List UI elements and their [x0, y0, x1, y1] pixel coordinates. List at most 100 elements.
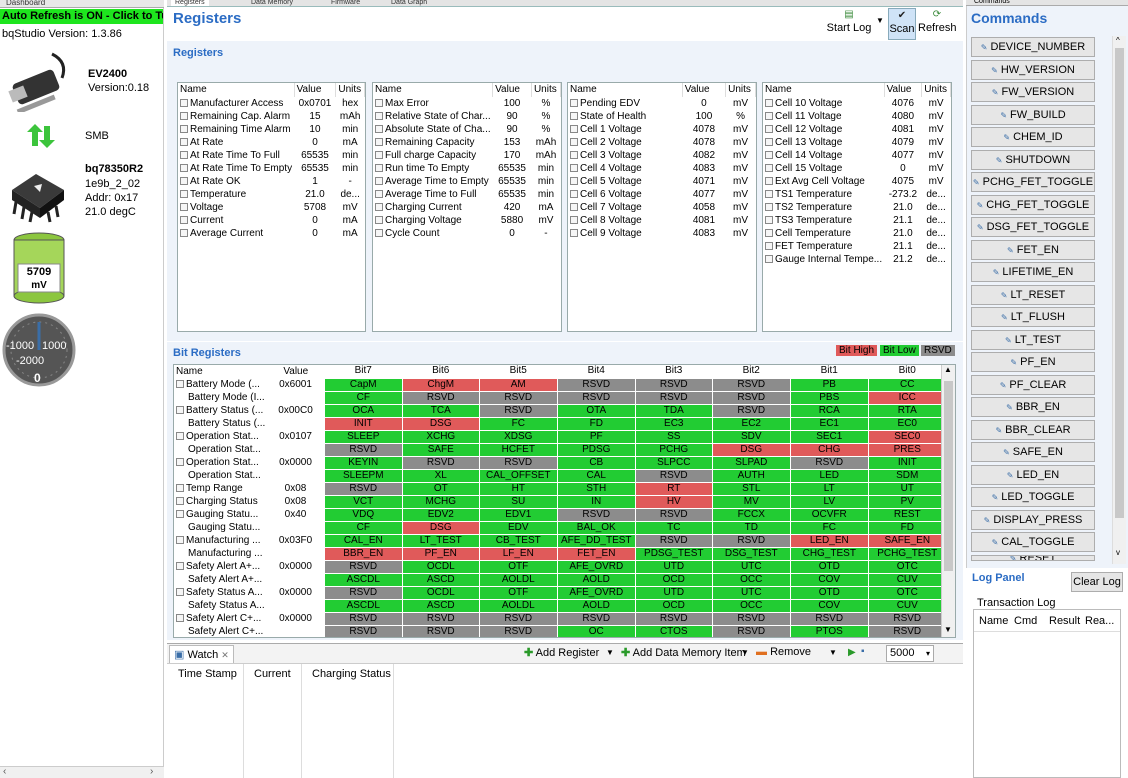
bit-cell[interactable]: XCHG [401, 429, 480, 444]
command-button-device-number[interactable]: ✎ DEVICE_NUMBER [971, 37, 1095, 57]
expand-box-icon[interactable] [176, 379, 184, 388]
bit-cell[interactable]: HV [634, 494, 713, 509]
register-row[interactable]: Cell Temperature 21.0 de... [763, 227, 951, 240]
bit-register-row[interactable]: Temp Range 0x08 RSVD OT HT STH RT STL LT UT [174, 481, 947, 496]
bit-register-row[interactable]: Gauging Statu... CF DSG EDV BAL_OK TC TD FC FD [174, 520, 947, 535]
bit-cell[interactable]: OTA [556, 403, 636, 418]
bit-cell[interactable]: LT [789, 481, 869, 496]
bit-cell[interactable]: OTC [867, 585, 947, 600]
bit-cell[interactable]: OCD [634, 572, 713, 587]
bit-cell[interactable]: DSG_TEST [711, 546, 791, 561]
watch-tab[interactable]: ▣ Watch ✕ [169, 645, 234, 663]
bit-cell[interactable]: OT [401, 481, 480, 496]
bit-cell[interactable]: SLPCC [634, 455, 713, 470]
bit-column-header[interactable]: Bit4 [557, 365, 636, 378]
register-row[interactable]: Cell 12 Voltage 4081 mV [763, 123, 951, 136]
bit-cell[interactable]: LED [789, 468, 869, 483]
command-button-display-press[interactable]: ✎ DISPLAY_PRESS [971, 509, 1095, 530]
expand-box-icon[interactable] [765, 190, 773, 198]
bit-cell[interactable]: INIT [867, 455, 947, 470]
column-header-name[interactable]: Name [763, 83, 885, 97]
bit-cell[interactable]: OTD [789, 559, 869, 574]
bit-cell[interactable]: UTD [634, 559, 713, 574]
expand-box-icon[interactable] [570, 164, 578, 172]
register-row[interactable]: Run time To Empty 65535 min [373, 162, 561, 175]
bit-cell[interactable]: KEYIN [323, 455, 403, 470]
bit-cell[interactable]: ASCD [401, 572, 480, 587]
expand-box-icon[interactable] [765, 99, 773, 107]
expand-box-icon[interactable] [180, 125, 188, 133]
expand-box-icon[interactable] [176, 613, 184, 622]
bit-cell[interactable]: PF [556, 429, 636, 444]
log-col-cmd[interactable]: Cmd [1014, 615, 1038, 627]
bit-register-row[interactable]: Battery Status (... INIT DSG FC FD EC3 EC2 EC1 E… [174, 416, 947, 431]
bit-cell[interactable]: RSVD [323, 624, 403, 637]
expand-box-icon[interactable] [765, 125, 773, 133]
register-row[interactable]: At Rate Time To Full 65535 min [178, 149, 365, 162]
bit-register-row[interactable]: Charging Status 0x08 VCT MCHG SU IN HV MV LV PV [174, 494, 947, 509]
bit-cell[interactable]: FD [867, 520, 947, 535]
bit-cell[interactable]: FC [789, 520, 869, 535]
bit-cell[interactable]: VDQ [323, 507, 403, 522]
expand-box-icon[interactable] [180, 229, 188, 237]
bit-cell[interactable]: VCT [323, 494, 403, 509]
bit-cell[interactable]: UTC [711, 585, 791, 600]
add-register-dropdown-icon[interactable]: ▼ [606, 648, 614, 657]
column-header-name[interactable]: Name [373, 83, 494, 97]
bit-cell[interactable]: SAFE_EN [867, 533, 947, 548]
refresh-button[interactable]: ⟳ Refresh [918, 9, 957, 34]
column-header-units[interactable]: Units [921, 83, 951, 97]
bit-cell[interactable]: PTOS [789, 624, 869, 637]
bit-cell[interactable]: MCHG [401, 494, 480, 509]
bit-cell[interactable]: RSVD [556, 390, 636, 405]
bit-cell[interactable]: EC0 [867, 416, 947, 431]
bit-cell[interactable]: CAL_OFFSET [478, 468, 558, 483]
bit-cell[interactable]: RSVD [711, 611, 791, 626]
bit-cell[interactable]: AOLD [556, 572, 636, 587]
expand-box-icon[interactable] [570, 203, 578, 211]
bit-cell[interactable]: RSVD [711, 390, 791, 405]
expand-box-icon[interactable] [375, 177, 383, 185]
bit-cell[interactable]: XL [401, 468, 480, 483]
log-col-result[interactable]: Result [1049, 615, 1081, 627]
bit-cell[interactable]: OTF [478, 585, 558, 600]
register-row[interactable]: FET Temperature 21.1 de... [763, 240, 951, 253]
bit-cell[interactable]: RT [634, 481, 713, 496]
bit-cell[interactable]: SDV [711, 429, 791, 444]
expand-box-icon[interactable] [176, 483, 184, 492]
register-row[interactable]: Cell 13 Voltage 4079 mV [763, 136, 951, 149]
register-row[interactable]: Pending EDV 0 mV [568, 97, 756, 110]
bit-cell[interactable]: DSG [401, 520, 480, 535]
bit-cell[interactable]: SDM [867, 468, 947, 483]
register-row[interactable]: Cycle Count 0 - [373, 227, 561, 240]
bit-cell[interactable]: HT [478, 481, 558, 496]
register-row[interactable]: Temperature 21.0 de... [178, 188, 365, 201]
expand-box-icon[interactable] [570, 229, 578, 237]
scroll-right-icon[interactable]: › [150, 766, 154, 777]
bit-cell[interactable]: SEC0 [867, 429, 947, 444]
expand-box-icon[interactable] [570, 99, 578, 107]
bit-cell[interactable]: FCCX [711, 507, 791, 522]
expand-box-icon[interactable] [176, 535, 184, 544]
expand-box-icon[interactable] [375, 203, 383, 211]
bit-cell[interactable]: OCC [711, 598, 791, 613]
bit-cell[interactable]: ASCDL [323, 598, 403, 613]
bit-cell[interactable]: BAL_OK [556, 520, 636, 535]
expand-box-icon[interactable] [765, 112, 773, 120]
bit-column-header[interactable]: Bit2 [712, 365, 791, 378]
bit-cell[interactable]: OCDL [401, 585, 480, 600]
bit-register-row[interactable]: Safety Alert A+... ASCDL ASCD AOLDL AOLD OCD O… [174, 572, 947, 587]
expand-box-icon[interactable] [765, 255, 773, 263]
bit-cell[interactable]: PBS [789, 390, 869, 405]
bit-register-row[interactable]: Battery Mode (I... CF RSVD RSVD RSVD RSVD RSVD… [174, 390, 947, 405]
column-header-value[interactable]: Value [492, 83, 532, 97]
bit-register-row[interactable]: Safety Status A... ASCDL ASCD AOLDL AOLD OCD O… [174, 598, 947, 613]
expand-box-icon[interactable] [375, 164, 383, 172]
bit-cell[interactable]: IN [556, 494, 636, 509]
bit-register-row[interactable]: Operation Stat... RSVD SAFE HCFET PDSG PCHG DS… [174, 442, 947, 457]
tab-data-graph[interactable]: Data Graph [391, 0, 428, 6]
bit-cell[interactable]: CB_TEST [478, 533, 558, 548]
tab-firmware[interactable]: Firmware [331, 0, 361, 6]
bit-cell[interactable]: PRES [867, 442, 947, 457]
register-row[interactable]: Cell 11 Voltage 4080 mV [763, 110, 951, 123]
